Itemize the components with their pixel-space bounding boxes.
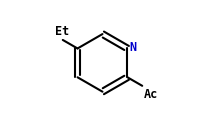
Text: Et: Et <box>55 25 69 38</box>
Text: Ac: Ac <box>143 88 158 101</box>
Text: N: N <box>128 41 135 54</box>
